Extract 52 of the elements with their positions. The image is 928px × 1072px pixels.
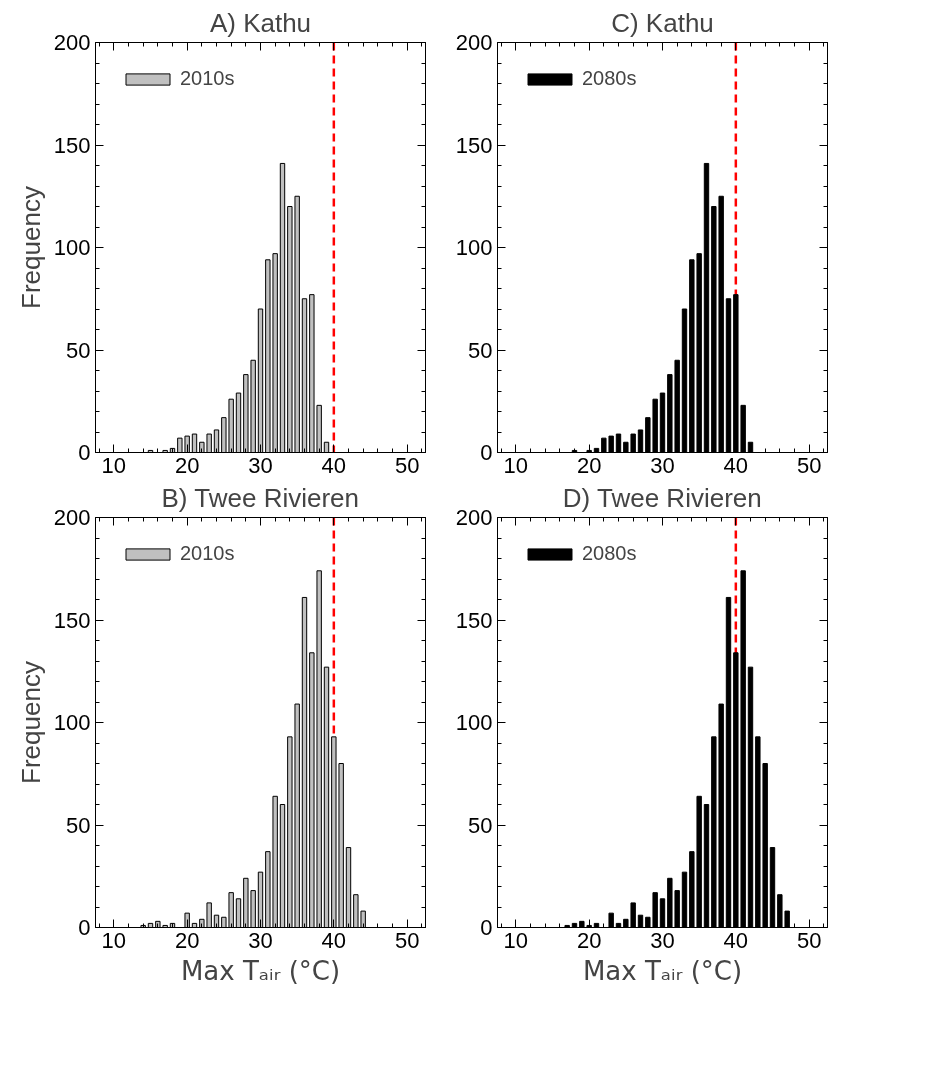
x-tick-label: 40 bbox=[321, 452, 347, 478]
legend-label: 2080s bbox=[582, 542, 637, 565]
legend-label: 2010s bbox=[180, 67, 235, 90]
x-tick-label: 30 bbox=[650, 452, 675, 478]
x-tick-label: 10 bbox=[101, 927, 127, 953]
y-tick-label: 150 bbox=[455, 132, 493, 158]
y-tick-label: 200 bbox=[53, 30, 91, 55]
x-tick-label: 30 bbox=[248, 452, 273, 478]
y-tick-label: 0 bbox=[78, 915, 91, 940]
y-tick-label: 150 bbox=[53, 132, 91, 158]
x-tick-label: 40 bbox=[723, 927, 749, 953]
chart-title: A) Kathu bbox=[209, 7, 312, 38]
legend-label: 2080s bbox=[582, 67, 637, 90]
x-axis-title: Max Tₐᵢᵣ (°C) bbox=[180, 955, 341, 986]
y-tick-label: 50 bbox=[468, 812, 493, 838]
x-tick-label: 40 bbox=[321, 927, 347, 953]
y-tick-label: 150 bbox=[53, 607, 91, 633]
x-tick-label: 30 bbox=[650, 927, 675, 953]
x-tick-label: 10 bbox=[503, 927, 529, 953]
x-tick-label: 50 bbox=[394, 452, 420, 478]
y-tick-label: 50 bbox=[66, 337, 91, 363]
x-tick-label: 20 bbox=[576, 927, 602, 953]
x-tick-label: 40 bbox=[723, 452, 749, 478]
y-tick-label: 50 bbox=[468, 337, 493, 363]
y-tick-label: 200 bbox=[455, 505, 493, 530]
x-tick-label: 20 bbox=[576, 452, 602, 478]
chart-title: B) Twee Rivieren bbox=[161, 482, 360, 513]
x-tick-label: 10 bbox=[101, 452, 127, 478]
x-tick-label: 50 bbox=[394, 927, 420, 953]
x-tick-label: 20 bbox=[174, 452, 200, 478]
x-axis-title: Max Tₐᵢᵣ (°C) bbox=[582, 955, 743, 986]
x-tick-label: 50 bbox=[796, 927, 822, 953]
legend-label: 2010s bbox=[180, 542, 235, 565]
x-tick-label: 30 bbox=[248, 927, 273, 953]
y-tick-label: 0 bbox=[78, 440, 91, 465]
y-tick-label: 100 bbox=[53, 235, 91, 260]
chart-title: C) Kathu bbox=[611, 7, 714, 38]
x-tick-label: 20 bbox=[174, 927, 200, 953]
y-tick-label: 0 bbox=[480, 915, 493, 940]
y-tick-label: 200 bbox=[53, 505, 91, 530]
chart-title: D) Twee Rivieren bbox=[562, 482, 762, 513]
y-axis-title: Frequency bbox=[15, 186, 46, 309]
y-tick-label: 0 bbox=[480, 440, 493, 465]
y-tick-label: 100 bbox=[455, 710, 493, 735]
y-tick-label: 50 bbox=[66, 812, 91, 838]
y-tick-label: 100 bbox=[455, 235, 493, 260]
y-tick-label: 100 bbox=[53, 710, 91, 735]
x-tick-label: 10 bbox=[503, 452, 529, 478]
y-axis-title: Frequency bbox=[15, 661, 46, 784]
y-tick-label: 200 bbox=[455, 30, 493, 55]
x-tick-label: 50 bbox=[796, 452, 822, 478]
y-tick-label: 150 bbox=[455, 607, 493, 633]
